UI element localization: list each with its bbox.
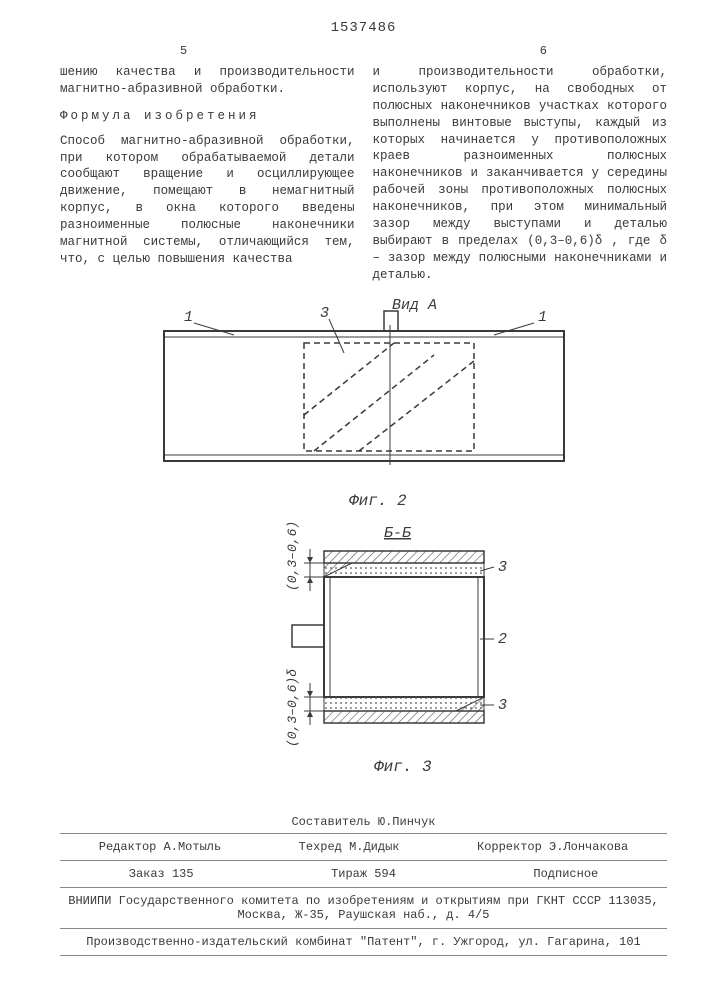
figure-2-block: Вид А 1 1 3 Фиг. 2 xyxy=(60,295,667,515)
figure-3-svg: Б-Б (0,3–0,6)δ xyxy=(184,521,544,801)
footer-tiraz: Тираж 594 xyxy=(331,867,396,881)
footer-corrector: Корректор Э.Лончакова xyxy=(477,840,628,854)
right-claim-text: и производительности обработки, использу… xyxy=(373,65,668,282)
left-column: шению качества и производительности магн… xyxy=(60,64,355,283)
fig2-ref1-right: 1 xyxy=(538,309,547,326)
column-numbers: 5 6 xyxy=(60,44,667,58)
footer-editor: Редактор А.Мотыль xyxy=(99,840,221,854)
left-claim-text: Способ магнитно-абразивной обработки, пр… xyxy=(60,134,355,266)
fig3-ref3-top: 3 xyxy=(498,559,507,576)
fig3-dim-bottom: (0,3–0,6)δ xyxy=(285,669,300,747)
right-column: и производительности обработки, использу… xyxy=(373,64,668,283)
formula-heading: Формула изобретения xyxy=(60,108,355,125)
fig3-dim-top: (0,3–0,6)δ xyxy=(285,521,300,591)
left-pre-text: шению качества и производительности магн… xyxy=(60,65,355,96)
fig3-caption: Фиг. 3 xyxy=(374,758,432,776)
footer-order-row: Заказ 135 Тираж 594 Подписное xyxy=(60,860,667,887)
footer-vniipi: ВНИИПИ Государственного комитета по изоб… xyxy=(60,887,667,928)
fig3-ref3-bot: 3 xyxy=(498,697,507,714)
footer-tehred: Техред М.Дидык xyxy=(299,840,400,854)
footer-credits-row: Редактор А.Мотыль Техред М.Дидык Коррект… xyxy=(60,833,667,860)
fig2-ref1-left: 1 xyxy=(184,309,193,326)
figure-3-block: Б-Б (0,3–0,6)δ xyxy=(60,521,667,801)
fig2-ref3: 3 xyxy=(320,305,329,322)
footer-printer: Производственно-издательский комбинат "П… xyxy=(60,928,667,956)
footer-order: Заказ 135 xyxy=(129,867,194,881)
fig3-ref2: 2 xyxy=(498,631,507,648)
footer-podpis: Подписное xyxy=(533,867,598,881)
fig3-section-label: Б-Б xyxy=(384,525,412,542)
fig2-caption: Фиг. 2 xyxy=(349,492,407,510)
text-columns: шению качества и производительности магн… xyxy=(60,64,667,283)
col-right-number: 6 xyxy=(540,44,547,58)
col-left-number: 5 xyxy=(180,44,187,58)
figure-2-svg: Вид А 1 1 3 Фиг. 2 xyxy=(134,295,594,515)
footer: Составитель Ю.Пинчук Редактор А.Мотыль Т… xyxy=(60,815,667,956)
fig2-view-label: Вид А xyxy=(392,297,437,314)
document-number: 1537486 xyxy=(60,20,667,36)
footer-compiler: Составитель Ю.Пинчук xyxy=(60,815,667,833)
